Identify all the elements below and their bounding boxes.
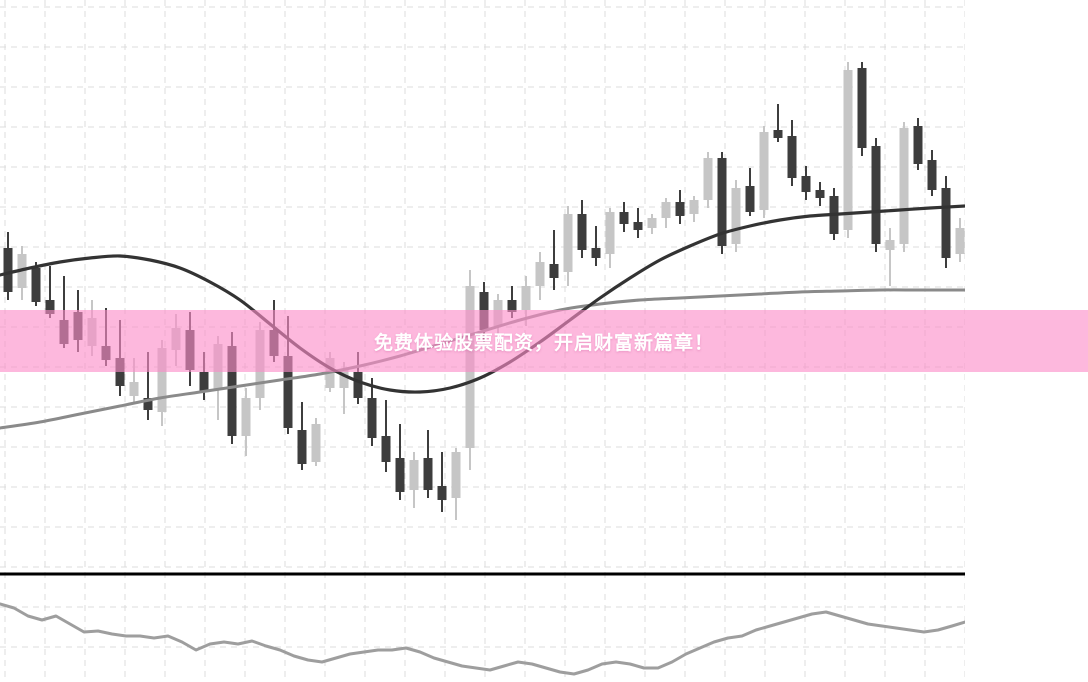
promo-banner-text: 免费体验股票配资，开启财富新篇章！ [373,332,714,354]
indicator-panel [0,572,965,676]
promo-banner[interactable]: 免费体验股票配资，开启财富新篇章！ [0,310,1088,372]
